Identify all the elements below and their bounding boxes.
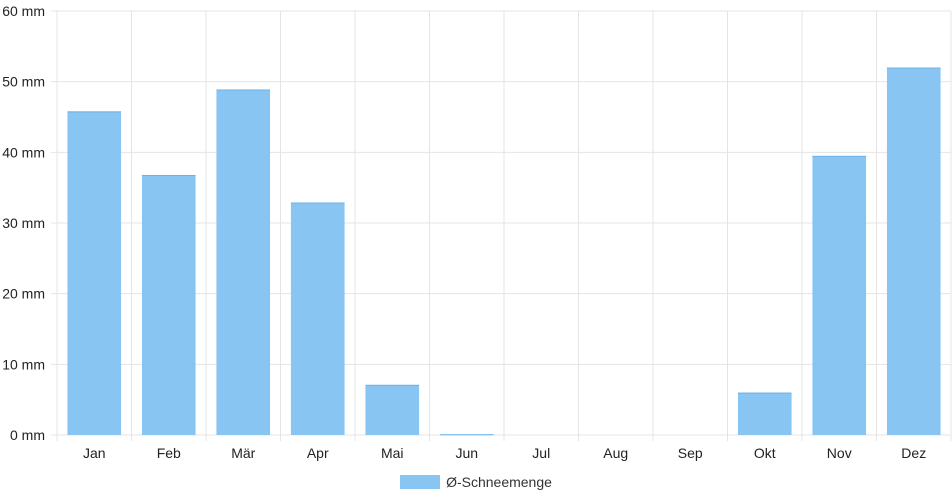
x-tick-label: Dez (901, 445, 926, 461)
y-tick-label: 40 mm (2, 144, 45, 160)
y-tick-label: 30 mm (2, 215, 45, 231)
bar[interactable] (886, 67, 941, 436)
bar[interactable] (67, 111, 122, 435)
x-tick-label: Feb (157, 445, 181, 461)
bars (67, 67, 941, 436)
legend-swatch (400, 475, 441, 489)
x-tick-label: Mär (231, 445, 255, 461)
x-tick-label: Jun (455, 445, 478, 461)
grid (51, 10, 952, 441)
bar[interactable] (365, 384, 420, 435)
x-tick-label: Nov (827, 445, 852, 461)
y-tick-label: 60 mm (2, 3, 45, 19)
legend[interactable]: Ø-Schneemenge (0, 472, 952, 492)
legend-label: Ø-Schneemenge (446, 474, 552, 490)
x-tick-label: Jul (532, 445, 550, 461)
bar[interactable] (737, 392, 792, 435)
y-tick-label: 10 mm (2, 356, 45, 372)
x-tick-label: Jan (83, 445, 106, 461)
y-tick-label: 50 mm (2, 74, 45, 90)
bar[interactable] (141, 174, 196, 436)
bar[interactable] (812, 155, 867, 435)
x-tick-label: Aug (603, 445, 628, 461)
x-axis-ticks: Jan Feb Mär Apr Mai Jun Jul Aug Sep Okt Nov Dez (83, 445, 926, 461)
bar[interactable] (290, 202, 345, 435)
bar[interactable] (216, 89, 271, 435)
y-tick-label: 20 mm (2, 286, 45, 302)
x-tick-label: Sep (678, 445, 703, 461)
y-axis-ticks: 0 mm 10 mm 20 mm 30 mm 40 mm 50 mm 60 mm (2, 3, 45, 443)
x-tick-label: Okt (754, 445, 776, 461)
x-tick-label: Mai (381, 445, 404, 461)
x-tick-label: Apr (307, 445, 329, 461)
y-tick-label: 0 mm (10, 427, 45, 443)
